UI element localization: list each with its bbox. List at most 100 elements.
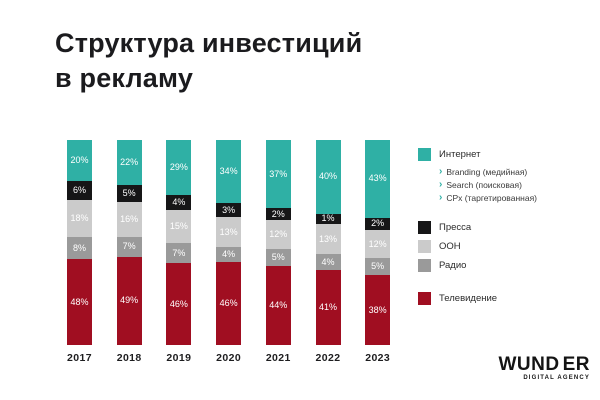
bar-2023: 43% 2% 12% 5% 38% 2023 — [365, 140, 391, 364]
segment-value-label: 3% — [222, 204, 236, 215]
segment-Пресса-2018: 5% — [116, 184, 142, 202]
segment-Пресса-2021: 2% — [265, 208, 291, 221]
segment-OOH-2020: 13% — [216, 217, 242, 247]
bar-2017: 20% 6% 18% 8% 48% 2017 — [67, 140, 92, 364]
segment-value-label: 38% — [368, 304, 387, 315]
title-line-2: в рекламу — [55, 63, 194, 93]
x-axis-label-2020: 2020 — [216, 352, 242, 364]
segment-Интернет-2021: 37% — [265, 140, 291, 209]
segment-Пресса-2019: 4% — [166, 194, 192, 211]
legend-sub-label: Branding (медийная) — [446, 166, 528, 177]
legend-label: Интернет — [439, 149, 481, 160]
title-line-1: Структура инвестиций — [55, 28, 363, 58]
segment-Радио-2017: 8% — [67, 237, 92, 260]
segment-Телевидение-2019: 46% — [166, 263, 192, 346]
segment-Пресса-2022: 1% — [315, 213, 341, 225]
legend-swatch — [418, 221, 431, 234]
segment-Интернет-2017: 20% — [67, 140, 92, 181]
segment-Радио-2021: 5% — [265, 248, 291, 266]
legend-item-Пресса: Пресса — [418, 220, 537, 235]
segment-Телевидение-2022: 41% — [315, 269, 341, 345]
x-axis-label-2023: 2023 — [365, 352, 391, 364]
segment-value-label: 29% — [169, 161, 188, 172]
segment-OOH-2019: 15% — [166, 210, 192, 244]
segment-Телевидение-2018: 49% — [116, 256, 142, 345]
segment-Радио-2020: 4% — [216, 247, 242, 263]
wunder-logo: WUND ER DIGITAL AGENCY — [498, 354, 590, 381]
bar-2018: 22% 5% 16% 7% 49% 2018 — [116, 140, 142, 364]
segment-value-label: 18% — [70, 212, 89, 223]
segment-Интернет-2022: 40% — [315, 140, 341, 214]
segment-value-label: 48% — [70, 296, 89, 307]
legend-item-Телевидение: Телевидение — [418, 291, 537, 306]
segment-Интернет-2019: 29% — [166, 140, 192, 195]
segment-value-label: 44% — [269, 299, 288, 310]
logo-tagline: DIGITAL AGENCY — [523, 375, 590, 381]
logo-brand-prefix: WUND — [498, 354, 560, 375]
segment-value-label: 37% — [269, 168, 288, 179]
segment-value-label: 12% — [269, 229, 288, 239]
segment-value-label: 4% — [172, 197, 186, 208]
segment-Телевидение-2017: 48% — [67, 259, 92, 345]
stacked-bar-chart: 20% 6% 18% 8% 48% 2017 22% 5% 16% 7% 49% 2018 29% 4% 1… — [0, 140, 600, 364]
segment-value-label: 49% — [120, 295, 139, 306]
legend-swatch — [418, 148, 431, 161]
legend-label: Пресса — [439, 222, 472, 233]
segment-value-label: 22% — [120, 156, 139, 167]
legend-sub-item: › Branding (медийная) — [439, 165, 537, 178]
segment-Радио-2022: 4% — [315, 254, 341, 270]
segment-value-label: 8% — [72, 242, 86, 253]
segment-Радио-2018: 7% — [116, 236, 142, 257]
segment-value-label: 5% — [371, 261, 385, 272]
x-axis-label-2021: 2021 — [265, 352, 291, 364]
segment-OOH-2017: 18% — [67, 199, 92, 238]
bar-2021: 37% 2% 12% 5% 44% 2021 — [265, 140, 291, 364]
legend-item-Интернет: Интернет — [418, 147, 537, 162]
segment-value-label: 15% — [169, 221, 188, 232]
segment-value-label: 4% — [222, 249, 236, 260]
segment-Пресса-2023: 2% — [365, 217, 391, 230]
legend-spacer — [418, 273, 537, 291]
x-axis-label-2017: 2017 — [67, 352, 92, 364]
chevron-right-icon: › — [439, 178, 443, 190]
x-axis-label-2019: 2019 — [166, 352, 192, 364]
legend-swatch — [418, 259, 431, 272]
segment-OOH-2022: 13% — [315, 224, 341, 255]
segment-value-label: 12% — [368, 238, 387, 249]
legend-sub-item: › CPx (таргетированная) — [439, 191, 537, 204]
segment-value-label: 13% — [219, 226, 238, 237]
legend-sub-list: › Branding (медийная) › Search (поисковая) ›… — [439, 165, 537, 204]
segment-value-label: 46% — [169, 298, 188, 309]
legend-spacer — [418, 204, 537, 220]
segment-value-label: 1% — [321, 213, 335, 224]
segment-value-label: 5% — [122, 187, 136, 198]
segment-OOH-2021: 12% — [265, 220, 291, 249]
page-title: Структура инвестиций в рекламу — [55, 26, 362, 96]
segment-value-label: 40% — [318, 171, 337, 182]
segment-Телевидение-2023: 38% — [365, 275, 391, 345]
segment-value-label: 43% — [368, 173, 387, 184]
legend-sub-item: › Search (поисковая) — [439, 178, 537, 191]
segment-value-label: 16% — [120, 213, 139, 224]
x-axis-label-2018: 2018 — [116, 352, 142, 364]
segment-value-label: 4% — [321, 256, 335, 267]
segment-value-label: 2% — [271, 208, 285, 219]
bar-2022: 40% 1% 13% 4% 41% 2022 — [315, 140, 341, 364]
segment-value-label: 46% — [219, 298, 238, 309]
segment-value-label: 5% — [271, 251, 285, 262]
legend-label: Телевидение — [439, 293, 498, 304]
segment-value-label: 20% — [70, 155, 89, 165]
segment-Радио-2023: 5% — [365, 258, 391, 276]
segment-value-label: 2% — [371, 218, 385, 229]
segment-OOH-2018: 16% — [116, 201, 142, 237]
legend-sub-label: Search (поисковая) — [446, 179, 522, 190]
segment-value-label: 41% — [318, 301, 337, 312]
legend-swatch — [418, 292, 431, 305]
segment-value-label: 7% — [172, 247, 186, 258]
segment-OOH-2023: 12% — [365, 230, 391, 259]
legend-sub-label: CPx (таргетированная) — [446, 192, 537, 203]
segment-value-label: 13% — [318, 233, 337, 244]
segment-Телевидение-2021: 44% — [265, 265, 291, 346]
chevron-right-icon: › — [439, 165, 443, 177]
